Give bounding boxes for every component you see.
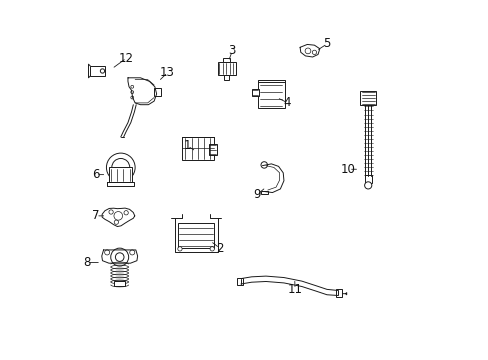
- Bar: [114, 282, 125, 286]
- Circle shape: [364, 182, 371, 189]
- Circle shape: [131, 91, 133, 94]
- Text: 8: 8: [83, 256, 90, 269]
- Text: 12: 12: [119, 51, 133, 64]
- Text: 2: 2: [215, 242, 223, 255]
- Bar: [251, 89, 258, 96]
- Text: 13: 13: [160, 66, 175, 79]
- Text: 3: 3: [228, 44, 235, 57]
- Bar: [208, 144, 216, 155]
- Circle shape: [131, 96, 133, 99]
- Circle shape: [305, 48, 310, 54]
- Bar: [109, 167, 132, 182]
- Text: 10: 10: [340, 163, 355, 176]
- Text: 5: 5: [323, 37, 330, 50]
- Bar: [236, 278, 243, 285]
- Bar: [335, 289, 342, 297]
- Bar: [223, 58, 230, 62]
- Circle shape: [312, 50, 316, 54]
- Circle shape: [261, 162, 267, 168]
- Bar: [154, 88, 160, 96]
- Circle shape: [114, 212, 122, 220]
- Text: 1: 1: [183, 139, 190, 152]
- Circle shape: [124, 211, 128, 215]
- Circle shape: [110, 248, 128, 266]
- Circle shape: [109, 210, 113, 214]
- Bar: [364, 175, 371, 183]
- Bar: [257, 82, 285, 108]
- Bar: [182, 137, 214, 160]
- Circle shape: [104, 250, 109, 255]
- Bar: [90, 66, 104, 76]
- Circle shape: [178, 247, 182, 251]
- Circle shape: [131, 85, 133, 88]
- Bar: [178, 223, 214, 248]
- Text: 7: 7: [92, 210, 99, 222]
- Bar: [260, 191, 267, 194]
- Circle shape: [210, 247, 214, 251]
- Circle shape: [112, 158, 129, 176]
- Circle shape: [106, 153, 135, 182]
- Text: 9: 9: [253, 188, 260, 201]
- Circle shape: [115, 253, 124, 261]
- Bar: [360, 91, 375, 105]
- Circle shape: [114, 220, 118, 224]
- Text: 6: 6: [92, 168, 99, 181]
- Bar: [217, 62, 235, 75]
- Text: 4: 4: [283, 96, 291, 109]
- Circle shape: [100, 69, 104, 73]
- Text: 11: 11: [286, 283, 302, 296]
- Bar: [223, 75, 229, 80]
- Circle shape: [129, 250, 135, 255]
